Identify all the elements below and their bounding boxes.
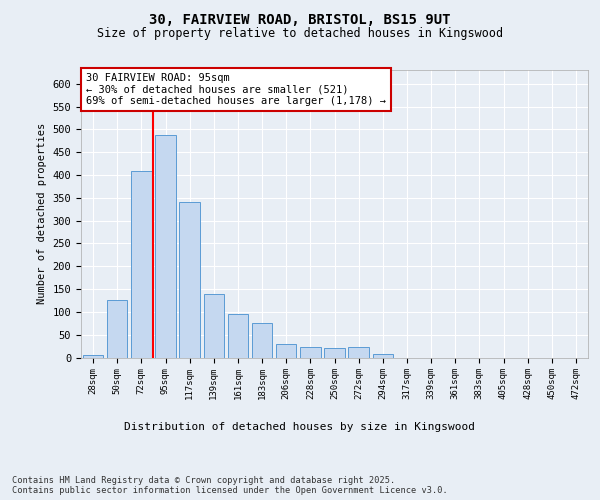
Y-axis label: Number of detached properties: Number of detached properties (37, 123, 47, 304)
Bar (373, 354, 393, 358)
Text: 30 FAIRVIEW ROAD: 95sqm
← 30% of detached houses are smaller (521)
69% of semi-d: 30 FAIRVIEW ROAD: 95sqm ← 30% of detache… (86, 73, 386, 106)
Bar (131, 172, 152, 358)
Bar (179, 202, 200, 358)
Bar (83, 355, 103, 358)
Bar (349, 348, 369, 358)
Bar (252, 324, 272, 358)
Text: 30, FAIRVIEW ROAD, BRISTOL, BS15 9UT: 30, FAIRVIEW ROAD, BRISTOL, BS15 9UT (149, 12, 451, 26)
Bar (324, 348, 345, 358)
Text: Contains HM Land Registry data © Crown copyright and database right 2025.
Contai: Contains HM Land Registry data © Crown c… (12, 476, 448, 495)
Bar (107, 300, 127, 358)
Bar (300, 348, 320, 358)
Bar (227, 314, 248, 358)
Bar (155, 136, 176, 358)
Bar (276, 344, 296, 358)
Text: Size of property relative to detached houses in Kingswood: Size of property relative to detached ho… (97, 28, 503, 40)
Bar (203, 294, 224, 358)
Text: Distribution of detached houses by size in Kingswood: Distribution of detached houses by size … (125, 422, 476, 432)
